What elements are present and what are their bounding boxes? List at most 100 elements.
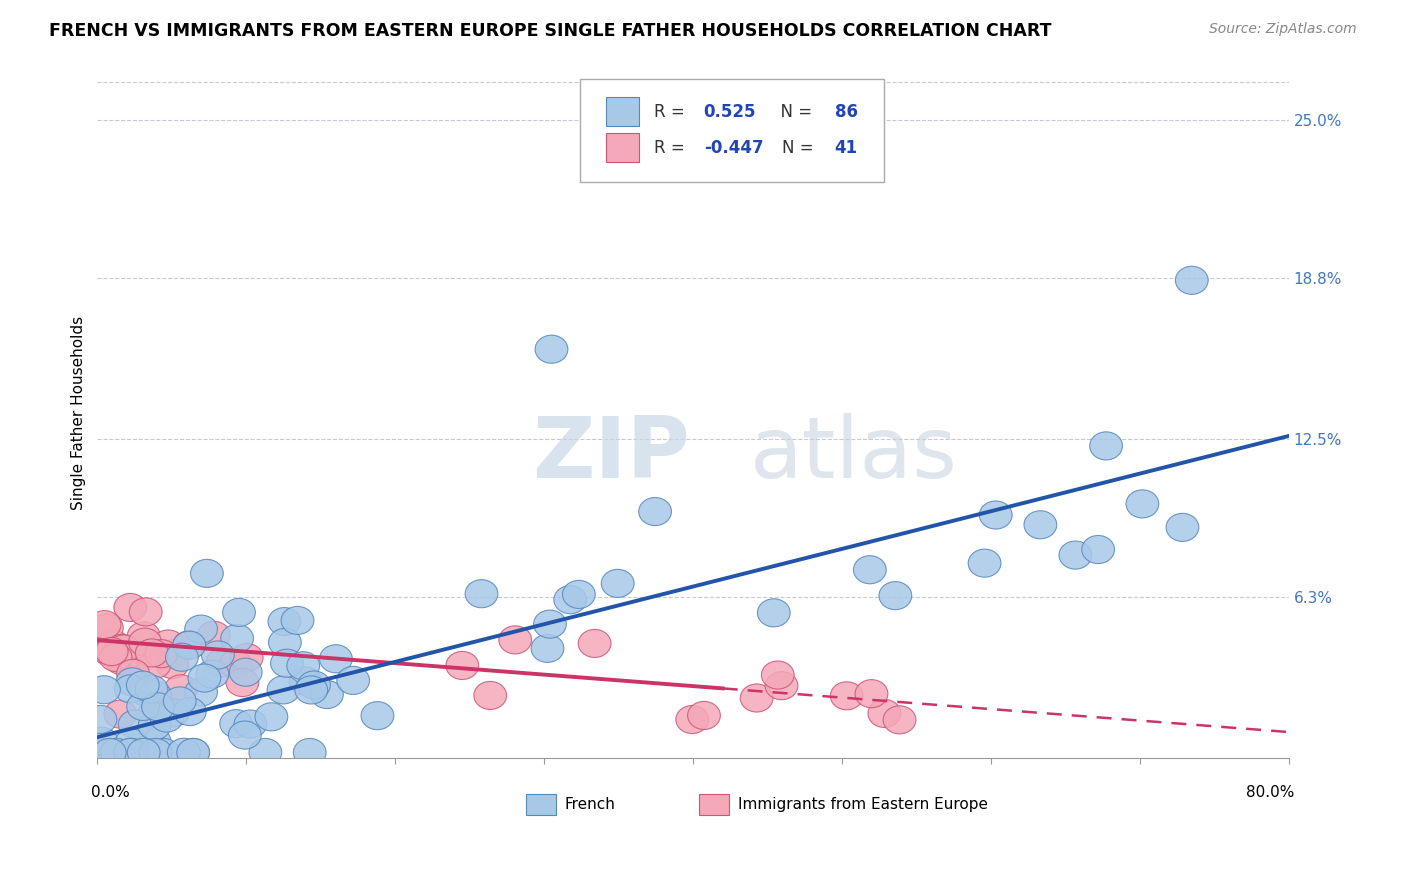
Ellipse shape [465, 580, 498, 607]
Ellipse shape [114, 593, 146, 622]
Ellipse shape [883, 706, 915, 734]
FancyBboxPatch shape [526, 794, 555, 814]
Ellipse shape [188, 664, 221, 692]
Ellipse shape [177, 739, 209, 766]
Ellipse shape [1090, 432, 1122, 460]
Ellipse shape [128, 739, 160, 766]
Text: FRENCH VS IMMIGRANTS FROM EASTERN EUROPE SINGLE FATHER HOUSEHOLDS CORRELATION CH: FRENCH VS IMMIGRANTS FROM EASTERN EUROPE… [49, 22, 1052, 40]
Ellipse shape [107, 635, 141, 663]
Ellipse shape [361, 702, 394, 730]
Ellipse shape [114, 675, 148, 703]
Ellipse shape [145, 640, 177, 668]
Ellipse shape [87, 675, 121, 704]
Ellipse shape [138, 650, 170, 679]
Ellipse shape [184, 615, 218, 643]
Ellipse shape [222, 599, 256, 626]
Ellipse shape [201, 641, 235, 669]
Ellipse shape [163, 687, 195, 715]
Ellipse shape [86, 727, 118, 756]
Ellipse shape [96, 638, 128, 665]
Ellipse shape [249, 739, 281, 766]
Ellipse shape [219, 710, 253, 738]
Ellipse shape [741, 684, 773, 712]
Ellipse shape [97, 631, 129, 658]
Ellipse shape [165, 674, 197, 703]
Ellipse shape [156, 650, 188, 679]
Text: atlas: atlas [751, 413, 957, 496]
Ellipse shape [191, 559, 224, 588]
Ellipse shape [115, 739, 148, 766]
Ellipse shape [173, 698, 207, 725]
Ellipse shape [105, 647, 138, 674]
Text: Source: ZipAtlas.com: Source: ZipAtlas.com [1209, 22, 1357, 37]
Ellipse shape [138, 712, 172, 739]
Text: R =: R = [654, 103, 689, 121]
Ellipse shape [128, 628, 162, 657]
Ellipse shape [1175, 267, 1208, 294]
Ellipse shape [311, 681, 343, 708]
Ellipse shape [706, 144, 740, 172]
Text: Immigrants from Eastern Europe: Immigrants from Eastern Europe [738, 797, 988, 812]
Ellipse shape [290, 667, 322, 695]
Ellipse shape [173, 632, 205, 659]
Ellipse shape [254, 703, 288, 731]
Ellipse shape [270, 649, 304, 677]
Ellipse shape [676, 706, 709, 733]
Ellipse shape [197, 622, 231, 649]
Ellipse shape [114, 739, 146, 766]
Text: ZIP: ZIP [531, 413, 690, 496]
Text: -0.447: -0.447 [703, 139, 763, 157]
Ellipse shape [93, 739, 127, 766]
Ellipse shape [1059, 541, 1092, 569]
Ellipse shape [118, 710, 150, 739]
Ellipse shape [1024, 511, 1057, 539]
Ellipse shape [980, 501, 1012, 529]
Ellipse shape [139, 681, 172, 709]
Ellipse shape [128, 622, 160, 649]
Ellipse shape [474, 681, 506, 709]
Ellipse shape [89, 739, 121, 766]
Ellipse shape [84, 706, 117, 733]
Ellipse shape [148, 739, 180, 766]
Ellipse shape [228, 721, 262, 749]
Ellipse shape [533, 610, 567, 638]
Ellipse shape [554, 586, 586, 614]
Ellipse shape [129, 598, 162, 626]
Ellipse shape [166, 643, 198, 672]
Ellipse shape [868, 699, 901, 728]
Ellipse shape [231, 643, 263, 672]
Text: 0.525: 0.525 [703, 103, 756, 121]
Ellipse shape [969, 549, 1001, 577]
Text: N =: N = [770, 103, 818, 121]
Ellipse shape [128, 739, 160, 766]
Ellipse shape [295, 676, 328, 704]
Ellipse shape [142, 693, 174, 721]
Ellipse shape [638, 498, 672, 525]
Ellipse shape [229, 658, 262, 686]
Ellipse shape [90, 614, 124, 642]
Ellipse shape [152, 630, 184, 658]
Ellipse shape [499, 626, 531, 654]
Ellipse shape [117, 659, 149, 688]
Ellipse shape [100, 739, 132, 766]
FancyBboxPatch shape [699, 794, 728, 814]
Ellipse shape [138, 728, 172, 756]
Ellipse shape [269, 607, 301, 636]
Ellipse shape [129, 678, 163, 706]
Ellipse shape [531, 634, 564, 663]
Y-axis label: Single Father Households: Single Father Households [72, 316, 86, 510]
Ellipse shape [127, 671, 159, 699]
Text: French: French [564, 797, 616, 812]
Ellipse shape [226, 668, 259, 697]
Ellipse shape [221, 624, 253, 652]
Ellipse shape [688, 701, 720, 730]
Ellipse shape [879, 582, 911, 610]
Ellipse shape [104, 634, 138, 663]
Ellipse shape [1081, 535, 1115, 564]
Ellipse shape [219, 650, 252, 678]
Ellipse shape [831, 681, 863, 710]
Ellipse shape [762, 661, 794, 689]
Ellipse shape [233, 710, 267, 738]
Ellipse shape [89, 611, 121, 639]
Ellipse shape [136, 701, 170, 730]
